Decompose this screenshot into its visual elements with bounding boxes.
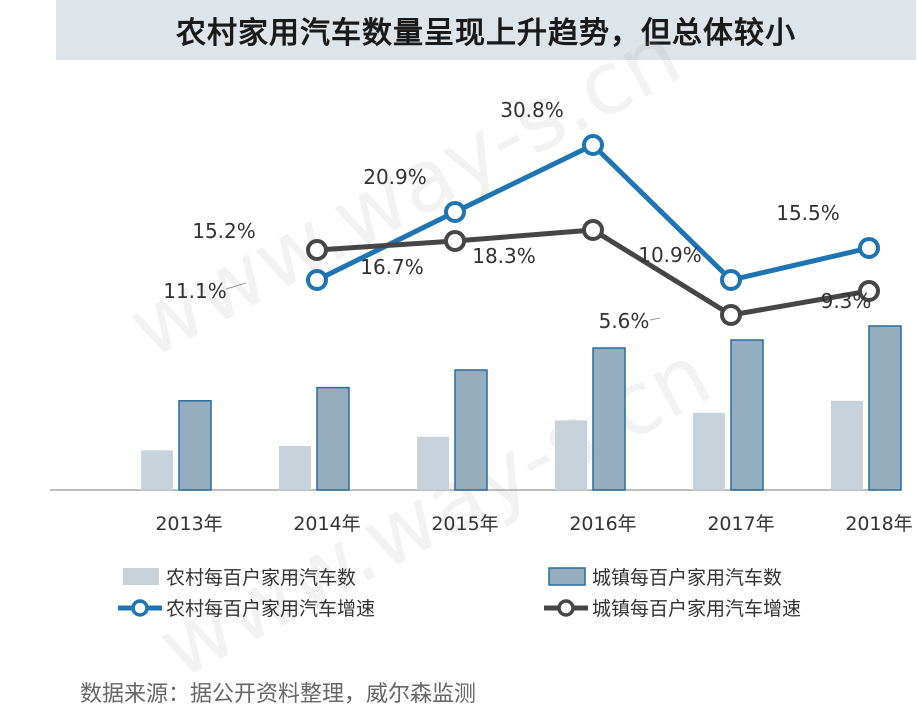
chart-title: 农村家用汽车数量呈现上升趋势，但总体较小 (176, 16, 796, 51)
legend-swatch-rural-point (131, 599, 149, 617)
legend-label: 农村每百户家用汽车数 (166, 567, 356, 589)
legend-swatch-urban-bar (548, 567, 586, 586)
bar-urban (454, 369, 488, 491)
point-rural-growth (444, 201, 466, 223)
point-rural-growth (582, 134, 604, 156)
x-tick-label: 2016年 (569, 513, 636, 535)
watermark-text: www.way-s.cn (143, 325, 727, 699)
leader-line (649, 317, 661, 321)
bar-rural (279, 446, 311, 490)
data-label-rural: 11.1% (163, 279, 227, 303)
legend-swatch-urban-point (557, 599, 575, 617)
bar-urban (178, 400, 212, 491)
point-rural-growth (720, 269, 742, 291)
data-label-rural: 10.9% (638, 243, 702, 267)
leader-line (225, 282, 247, 290)
x-tick-label: 2017年 (707, 513, 774, 535)
legend-swatch-rural-bar (123, 568, 159, 585)
bar-rural (693, 412, 725, 490)
x-tick-label: 2014年 (293, 513, 360, 535)
data-label-urban: 16.7% (360, 255, 424, 279)
point-urban-growth (858, 280, 880, 302)
data-label-rural: 15.5% (776, 201, 840, 225)
point-urban-growth (720, 304, 742, 326)
x-tick-label: 2018年 (845, 513, 912, 535)
bar-urban (316, 386, 350, 491)
data-label-urban: 5.6% (599, 309, 650, 333)
point-urban-growth (582, 219, 604, 241)
data-label-rural: 30.8% (500, 98, 564, 122)
data-label-urban: 18.3% (472, 244, 536, 268)
point-rural-growth (858, 237, 880, 259)
title-bar: 农村家用汽车数量呈现上升趋势，但总体较小 (56, 0, 916, 60)
legend-label: 城镇每百户家用汽车数 (592, 567, 782, 589)
point-rural-growth (306, 269, 328, 291)
bar-rural (141, 450, 173, 490)
bar-rural (555, 420, 587, 490)
data-label-urban: 15.2% (192, 219, 256, 243)
data-label-urban: 9.3% (821, 289, 872, 313)
legend-label: 城镇每百户家用汽车增速 (592, 598, 801, 620)
source-note: 数据来源：据公开资料整理，威尔森监测 (80, 682, 477, 707)
bar-urban (868, 325, 902, 491)
bar-urban (592, 347, 626, 491)
point-urban-growth (306, 239, 328, 261)
x-tick-label: 2015年 (431, 513, 498, 535)
bar-rural (417, 436, 449, 490)
bar-rural (831, 400, 863, 490)
bar-urban (730, 339, 764, 491)
data-label-rural: 20.9% (363, 165, 427, 189)
legend-label: 农村每百户家用汽车增速 (166, 598, 375, 620)
point-urban-growth (444, 230, 466, 252)
x-tick-label: 2013年 (155, 513, 222, 535)
